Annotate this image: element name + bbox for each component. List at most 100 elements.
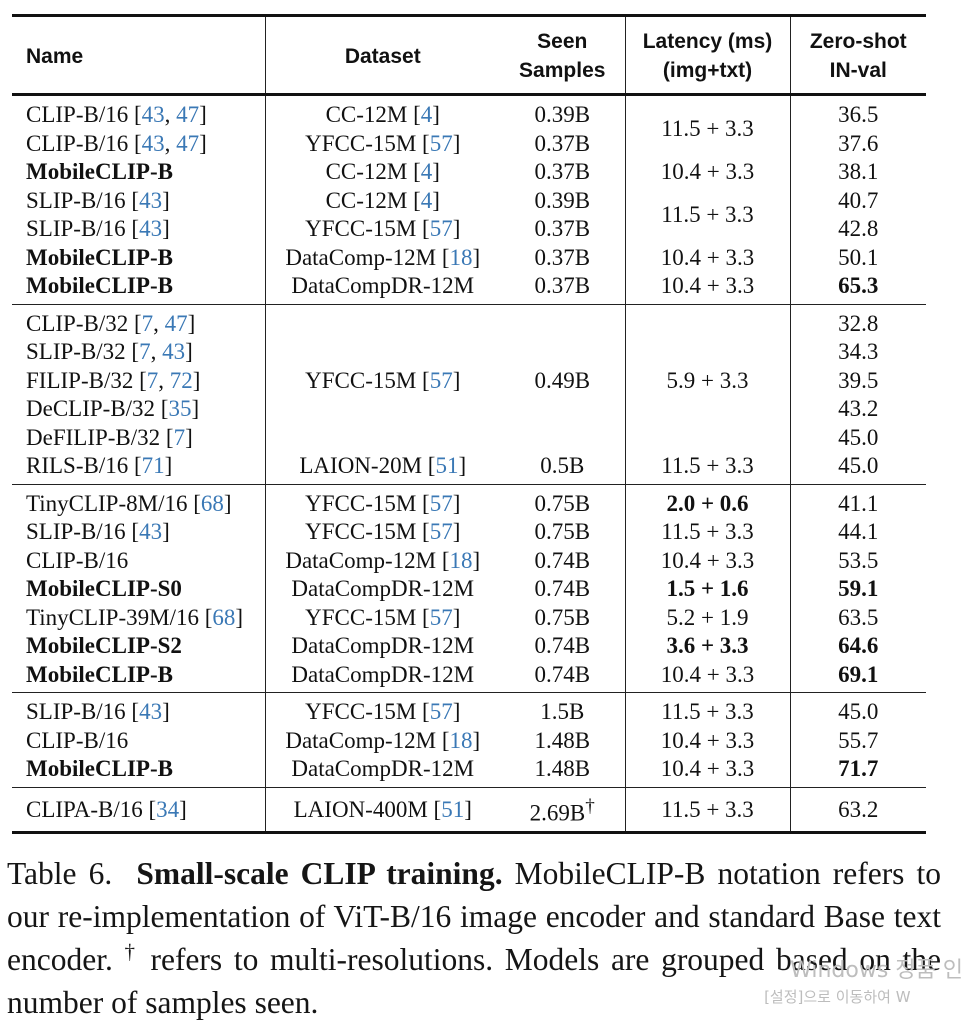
citation-link[interactable]: 7 (173, 424, 186, 450)
citation-link[interactable]: 43 (139, 187, 163, 213)
model-name-cell: MobileCLIP-B (26, 661, 173, 687)
citation-link[interactable]: 4 (420, 102, 433, 127)
citation-link[interactable]: 43 (139, 699, 163, 724)
seen-samples-cell: 0.39B (534, 187, 591, 213)
dataset-cell: DataCompDR-12M (264, 660, 500, 693)
citation-link[interactable]: 35 (168, 396, 192, 421)
table-row: TinyCLIP-39M/16 [68] YFCC-15M [57] 0.75B… (12, 603, 926, 633)
citation-close: ] (223, 490, 232, 516)
dataset-name: DataComp-12M [ (285, 727, 450, 753)
citation-close: ] (187, 310, 196, 336)
citation-link[interactable]: 47 (176, 130, 200, 156)
model-name-cell: CLIP-B/16 (26, 547, 129, 573)
citation-link[interactable]: 51 (441, 796, 465, 822)
seen-samples-cell: 0.5B (540, 453, 585, 478)
row-group-5: CLIPA-B/16 [34] LAION-400M [51] 2.69B† 1… (12, 787, 926, 833)
zeroshot-cell: 44.1 (789, 518, 926, 547)
dataset-cell: DataComp-12M [18] (264, 546, 500, 575)
zeroshot-cell: 43.2 (789, 395, 926, 424)
latency-cell: 11.5 + 3.3 (624, 186, 790, 244)
zeroshot-cell: 63.2 (789, 787, 926, 833)
citation-link[interactable]: 4 (420, 159, 433, 184)
header-seen-line1: Seen (537, 30, 588, 53)
citation-link[interactable]: 7 (141, 310, 154, 336)
citation-link[interactable]: 68 (212, 604, 236, 630)
model-name-cell: FILIP-B/32 [7, 72] (12, 367, 265, 396)
seen-samples-cell: 0.49B (534, 367, 591, 393)
model-name: SLIP-B/16 [ (26, 519, 140, 544)
citation-sep: , (164, 102, 177, 127)
citation-link[interactable]: 51 (435, 453, 459, 478)
citation-link[interactable]: 4 (420, 187, 433, 213)
dataset-name: LAION-20M [ (299, 453, 436, 478)
seen-samples-cell: 0.37B (534, 130, 591, 156)
citation-link[interactable]: 43 (141, 130, 165, 156)
citation-link[interactable]: 57 (429, 604, 453, 630)
model-name-cell: MobileCLIP-B (26, 273, 173, 298)
citation-link[interactable]: 57 (429, 216, 453, 241)
zeroshot-cell: 32.8 (789, 304, 926, 338)
citation-link[interactable]: 57 (429, 367, 453, 393)
dataset-name: LAION-400M [ (293, 796, 442, 822)
dataset-name: CC-12M [ (325, 102, 421, 127)
citation-link[interactable]: 47 (176, 102, 200, 127)
citation-link[interactable]: 57 (429, 519, 453, 544)
latency-cell: 3.6 + 3.3 (624, 632, 790, 661)
table-row: SLIP-B/16 [43] YFCC-15M [57] 1.5B 11.5 +… (12, 692, 926, 727)
dataset-cell: DataCompDR-12M (264, 272, 500, 304)
citation-close: ] (458, 453, 467, 478)
citation-link[interactable]: 7 (146, 367, 159, 393)
model-name-cell: DeCLIP-B/32 [35] (12, 395, 265, 424)
citation-link[interactable]: 57 (429, 699, 453, 724)
citation-link[interactable]: 43 (141, 102, 165, 127)
model-name-cell: TinyCLIP-39M/16 [68] (12, 604, 265, 633)
citation-link[interactable]: 34 (156, 796, 180, 822)
citation-link[interactable]: 7 (139, 339, 151, 364)
dataset-cell: YFCC-15M [57] (264, 215, 500, 244)
citation-close: ] (235, 604, 244, 630)
seen-samples-cell: 0.39B (534, 102, 591, 127)
citation-close: ] (432, 187, 440, 213)
caption-text-part2: refers to multi-resolutions. Models are … (7, 942, 942, 1020)
model-name-cell: RILS-B/16 [71] (12, 452, 265, 484)
citation-link[interactable]: 68 (200, 490, 224, 516)
dataset-cell: YFCC-15M [57] (264, 129, 500, 158)
table-row: SLIP-B/16 [43] CC-12M [4] 0.39B 11.5 + 3… (12, 186, 926, 244)
citation-link[interactable]: 43 (162, 339, 186, 364)
dataset-cell: CC-12M [4] (264, 186, 500, 215)
model-name-cell: MobileCLIP-B (26, 756, 173, 781)
results-table-container: Name Dataset Seen Samples Latency (ms) (im… (12, 14, 926, 834)
citation-close: ] (452, 367, 461, 393)
seen-samples-cell: 0.74B (534, 576, 591, 601)
latency-cell: 5.2 + 1.9 (624, 603, 790, 632)
citation-link[interactable]: 43 (139, 519, 163, 544)
citation-close: ] (472, 727, 481, 753)
table-row: CLIP-B/16 DataComp-12M [18] 1.48B 10.4 +… (12, 726, 926, 755)
citation-link[interactable]: 18 (449, 547, 473, 573)
row-group-3: TinyCLIP-8M/16 [68] YFCC-15M [57] 0.75B … (12, 484, 926, 693)
citation-sep: , (150, 339, 163, 364)
citation-link[interactable]: 18 (449, 244, 473, 270)
citation-link[interactable]: 47 (164, 310, 188, 336)
header-dataset: Dataset (264, 15, 500, 95)
model-name: SLIP-B/16 [ (26, 699, 140, 724)
dataset-name: YFCC-15M [ (305, 490, 430, 516)
latency-cell: 10.4 + 3.3 (624, 755, 790, 787)
citation-link[interactable]: 57 (429, 130, 453, 156)
seen-samples-cell: 0.37B (534, 159, 591, 184)
citation-link[interactable]: 72 (169, 367, 193, 393)
citation-link[interactable]: 57 (429, 490, 453, 516)
model-name: RILS-B/16 [ (26, 453, 142, 478)
citation-link[interactable]: 18 (449, 727, 473, 753)
citation-close: ] (464, 796, 472, 822)
citation-link[interactable]: 71 (141, 453, 165, 478)
dataset-name: YFCC-15M [ (305, 604, 430, 630)
latency-cell: 11.5 + 3.3 (624, 692, 790, 727)
citation-close: ] (452, 130, 461, 156)
citation-link[interactable]: 43 (139, 216, 163, 241)
table-row: CLIP-B/16 [43, 47] CC-12M [4] 0.39B 11.5… (12, 94, 926, 158)
latency-cell: 10.4 + 3.3 (624, 726, 790, 755)
dataset-name: DataComp-12M [ (285, 547, 450, 573)
seen-samples-cell: 0.75B (534, 490, 591, 516)
zeroshot-cell: 37.6 (789, 129, 926, 158)
